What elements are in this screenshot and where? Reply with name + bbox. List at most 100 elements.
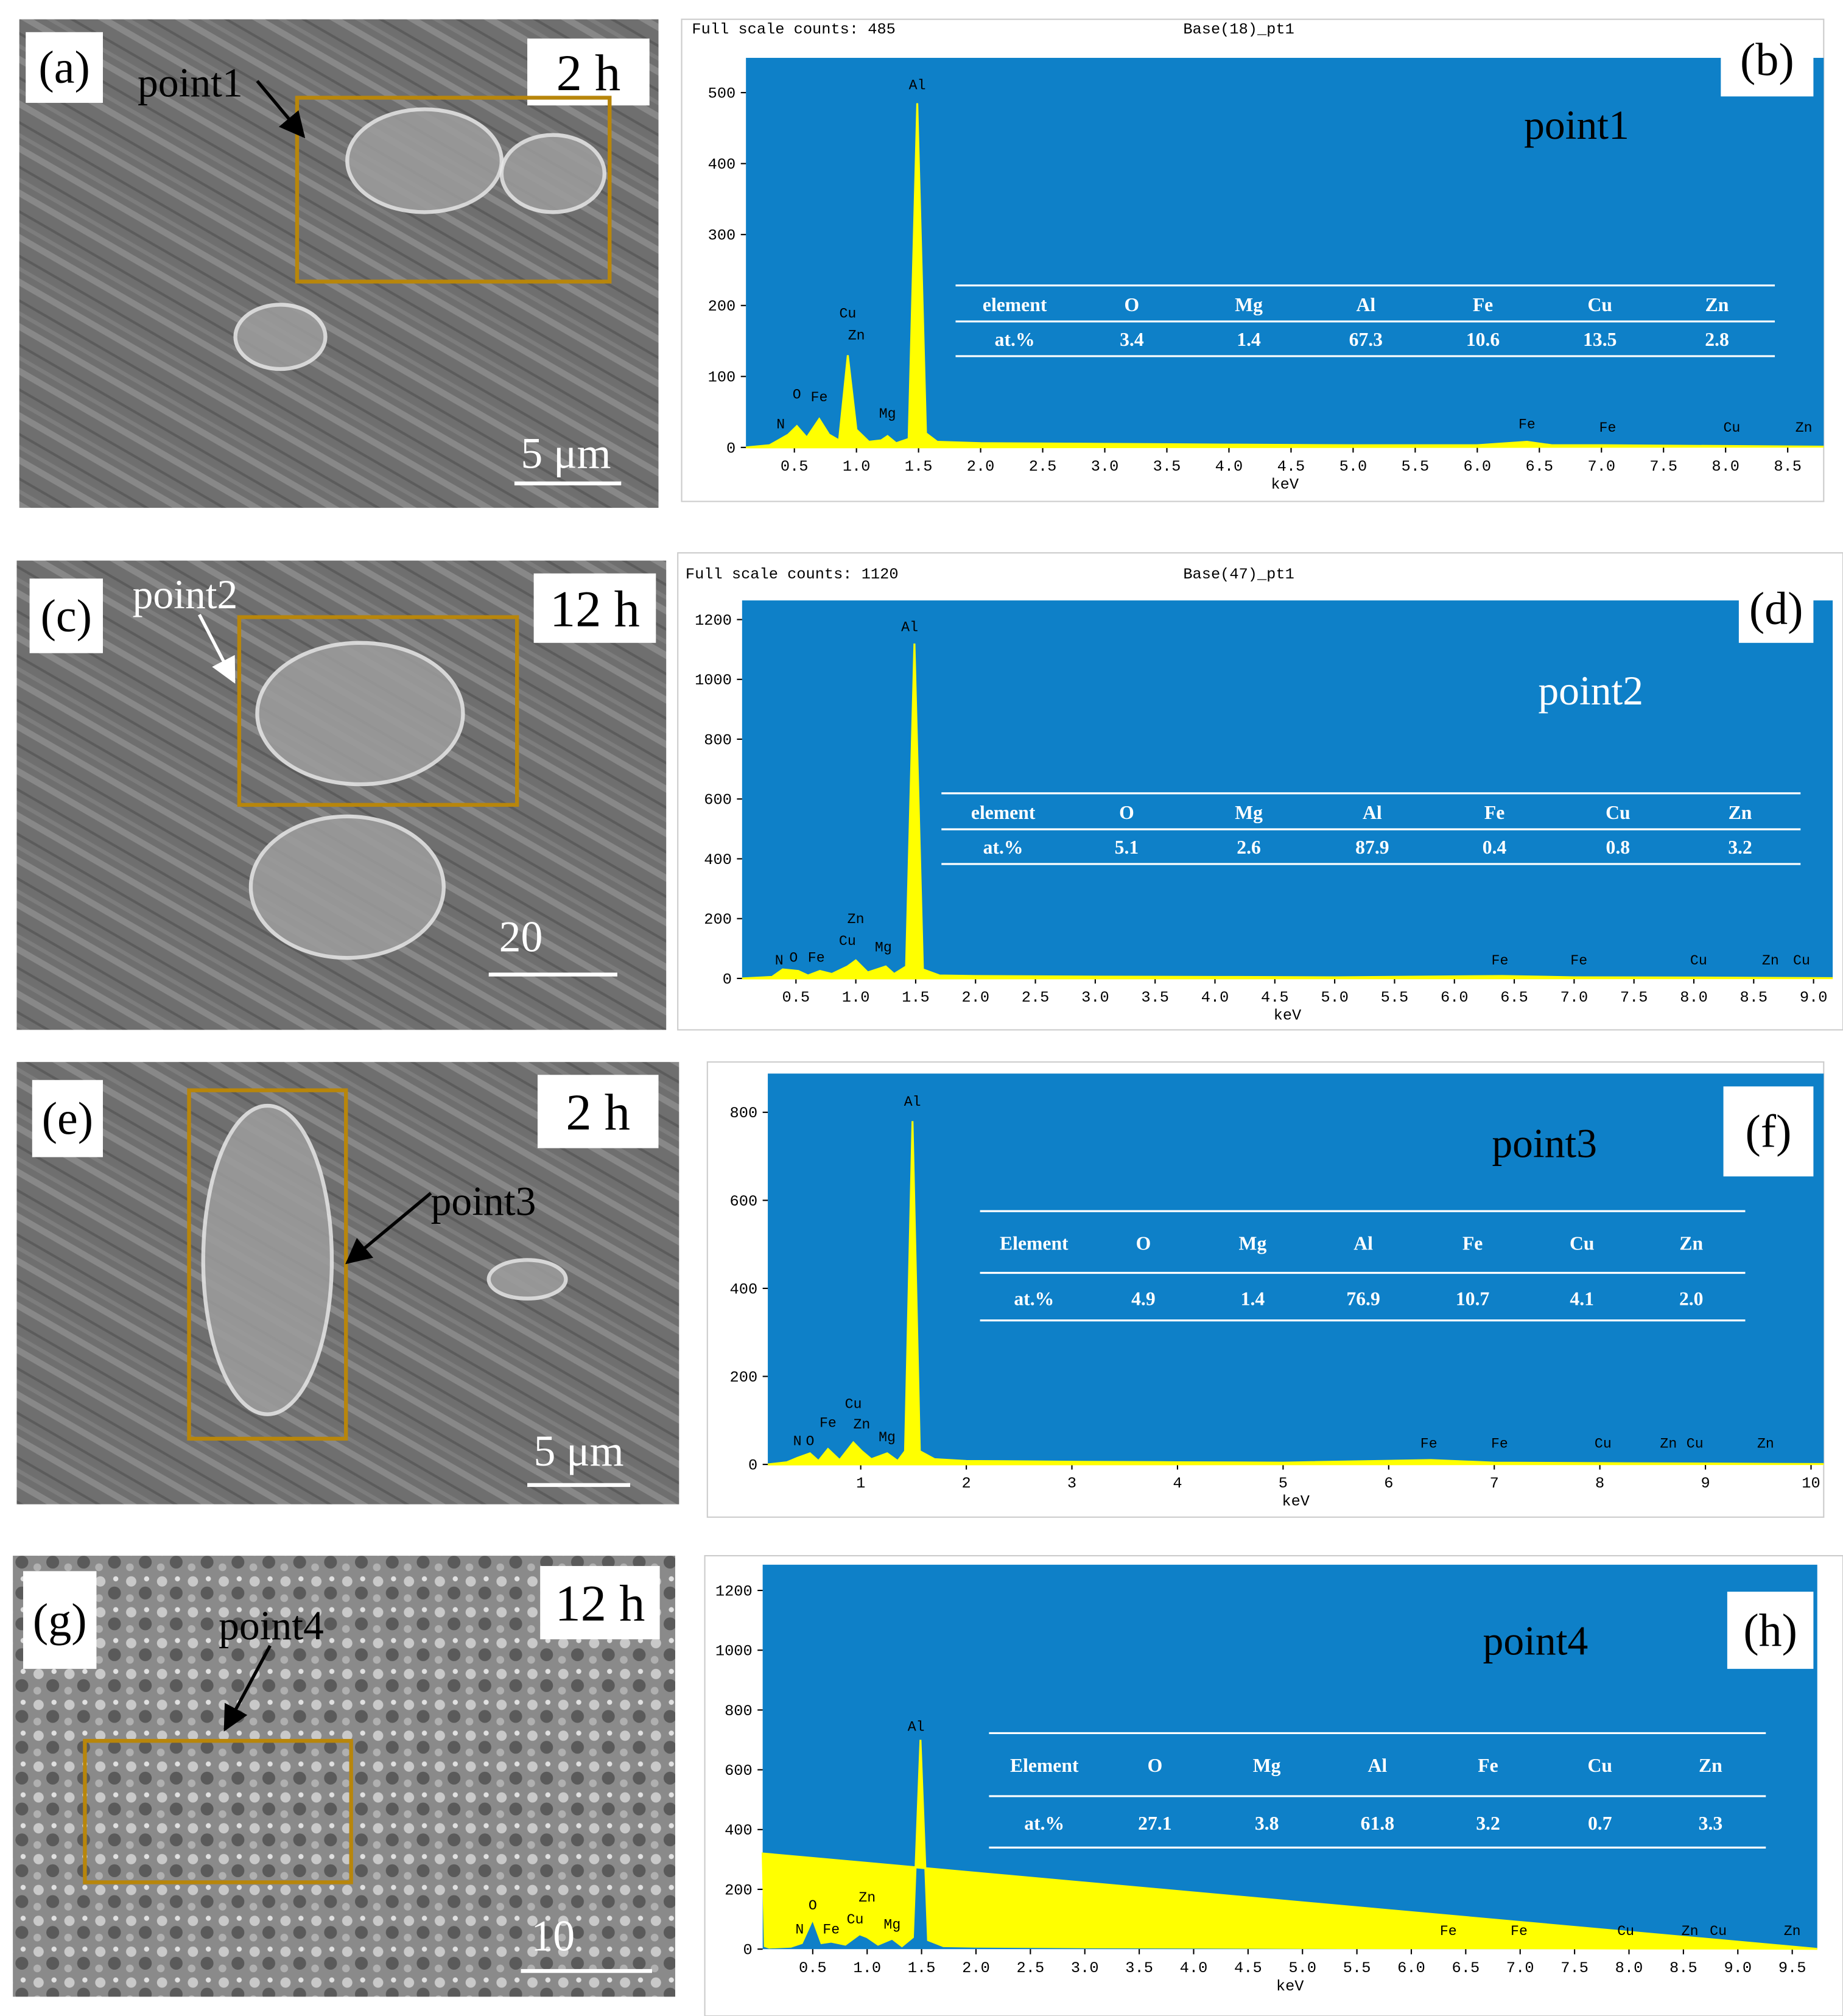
peak-label: Zn [848,911,865,927]
table-header: element [983,294,1047,315]
y-tick-label: 400 [725,1822,753,1839]
table-header: Zn [1699,1755,1722,1776]
x-tick-label: 0.5 [781,458,809,476]
table-header: O [1125,294,1140,315]
time-label: 2 h [556,45,621,102]
x-tick-label: 8.5 [1669,1959,1697,1977]
x-tick-label: 6.5 [1452,1959,1480,1977]
spectrum-line [742,643,1833,980]
x-tick-label: 0.5 [782,989,810,1006]
x-tick-label: 1.5 [902,989,930,1006]
panel-label: (c) [41,591,92,642]
scale-bar-label: 10 [531,1911,575,1960]
y-tick-label: 1000 [695,672,732,689]
y-tick-label: 1000 [715,1643,753,1660]
time-label: 2 h [566,1084,630,1141]
y-tick-label: 100 [708,369,736,387]
y-tick-label: 800 [704,731,732,749]
y-tick-label: 300 [708,227,736,245]
peak-label: Cu [845,1397,862,1413]
scale-bar-label: 20 [499,913,543,961]
sem-feature [255,641,465,787]
table-cell: 0.8 [1606,837,1631,858]
table-header: Mg [1239,1232,1267,1254]
x-tick-label: 4.5 [1261,989,1289,1006]
table-cell: 5.1 [1115,837,1139,858]
panel-label: (a) [38,42,90,93]
y-tick-label: 600 [725,1762,753,1780]
peak-label: Al [904,1094,921,1110]
table-cell: 1.4 [1237,329,1261,350]
peak-label: Fe [1492,953,1509,969]
peak-label: Cu [1723,420,1740,436]
sem-feature [486,1258,568,1301]
x-tick-label: 3 [1067,1475,1076,1492]
peak-label: Cu [839,306,856,322]
spectrum-chart: Full scale counts: 485 Base(18)_pt1 0 100 20… [681,18,1825,502]
sem-feature [201,1103,334,1416]
label-box [1721,23,1814,97]
x-tick-label: 6.0 [1464,458,1492,476]
y-tick-label: 600 [704,792,732,809]
peak-label: Zn [1682,1923,1699,1939]
point-label: point1 [1524,102,1629,148]
peak-label: Zn [1796,420,1813,436]
peak-label: Fe [1511,1923,1528,1939]
peak-label: Fe [823,1922,840,1938]
x-tick-label: 4.5 [1277,458,1305,476]
x-tick-label: 9.0 [1800,989,1828,1006]
time-box [527,38,650,106]
arrow [223,1645,272,1732]
y-tick-label: 200 [708,298,736,315]
label-box [1723,1086,1814,1177]
table-header: Zn [1705,294,1729,315]
spectrum-sample: Base(47)_pt1 [1183,566,1294,583]
point-label: point4 [219,1603,324,1648]
spectrum-header: Full scale counts: 1120 [686,566,899,583]
peak-label: Zn [1762,953,1779,969]
peak-label: O [789,950,798,966]
spectrum-line [761,1740,1817,1950]
x-tick-label: 2.5 [1029,458,1057,476]
table-cell: 0.4 [1483,837,1507,858]
x-tick-label: 9.5 [1778,1959,1806,1977]
peak-label: Mg [883,1917,900,1933]
y-tick-label: 0 [748,1457,757,1475]
point-label: point3 [431,1178,536,1224]
peak-label: O [806,1433,814,1449]
peak-label: Al [909,77,926,93]
peak-label: O [793,387,801,402]
panel-label: (d) [1749,583,1803,634]
table-header: Al [1363,802,1382,823]
table-cell: 87.9 [1355,837,1389,858]
x-tick-label: 5.0 [1339,458,1367,476]
table-header: Al [1356,294,1375,315]
x-tick-label: 9 [1701,1475,1710,1492]
table-cell: 3.8 [1255,1813,1279,1834]
y-tick-label: 1200 [695,612,732,630]
sem-feature [499,133,606,214]
peak-label: Zn [1784,1923,1801,1939]
table-cell: 2.6 [1237,837,1261,858]
plot-area [742,600,1833,978]
peak-label: O [809,1898,817,1914]
y-tick-label: 0 [723,971,732,988]
table-header: O [1148,1755,1163,1776]
y-tick-label: 200 [730,1369,758,1386]
x-tick-label: 1.0 [853,1959,881,1977]
table-header: Element [1010,1755,1079,1776]
scale-bar-label: 5 μm [521,429,611,478]
x-tick-label: 9.0 [1724,1959,1752,1977]
x-tick-label: 5.5 [1402,458,1430,476]
table-cell: 3.4 [1120,329,1144,350]
x-tick-label: 2.0 [967,458,995,476]
y-tick-label: 400 [730,1280,758,1298]
x-tick-label: 4.0 [1201,989,1229,1006]
time-label: 12 h [555,1576,645,1632]
peak-label: Zn [858,1890,876,1906]
table-header: Cu [1606,802,1630,823]
peak-label: N [775,953,784,969]
table-header: element [971,802,1036,823]
x-tick-label: 5.0 [1288,1959,1316,1977]
